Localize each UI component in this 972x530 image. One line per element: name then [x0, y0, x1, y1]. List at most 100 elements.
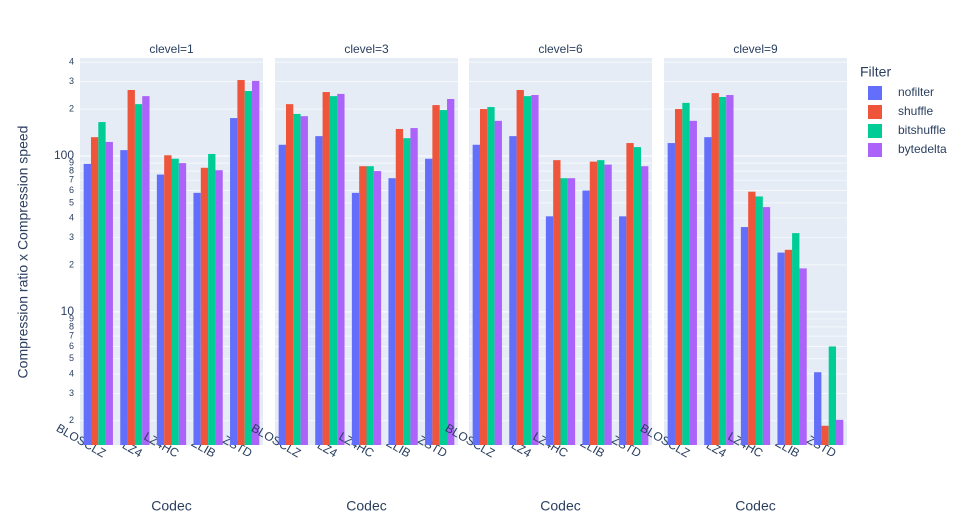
bar [300, 116, 308, 446]
bar [351, 192, 360, 445]
bar [626, 143, 634, 446]
y-tick-label: 4 [69, 212, 74, 222]
bar [425, 158, 433, 445]
y-tick-label: 6 [69, 185, 74, 195]
bar [90, 137, 99, 445]
bar [726, 95, 734, 445]
bar [718, 96, 727, 446]
bar [359, 166, 367, 445]
bar [597, 160, 605, 445]
y-tick-label: 2 [69, 103, 74, 113]
bar [83, 163, 91, 446]
legend-swatch [868, 124, 882, 138]
bar [156, 174, 165, 445]
bar [322, 92, 330, 445]
y-tick-label: 9 [69, 313, 74, 323]
bar [792, 233, 800, 445]
bar [777, 252, 785, 445]
x-axis-title: Codec [540, 498, 580, 514]
bar [337, 93, 345, 445]
x-axis-title: Codec [735, 498, 775, 514]
bar [215, 170, 223, 445]
bar [682, 102, 690, 445]
bar [689, 120, 697, 445]
bar [494, 120, 502, 445]
bar [388, 178, 396, 445]
bar [98, 122, 106, 446]
bar [120, 150, 128, 445]
x-axis-title: Codec [151, 498, 191, 514]
bar [784, 249, 793, 445]
bar [439, 110, 448, 445]
bar [164, 155, 172, 446]
bar [373, 171, 382, 445]
bar [799, 268, 807, 445]
bar [193, 192, 201, 445]
bar [836, 419, 844, 445]
bar [395, 128, 404, 446]
bar [619, 216, 627, 445]
bar [208, 153, 216, 445]
bar [178, 163, 187, 445]
bar [755, 196, 763, 445]
bar [516, 89, 524, 445]
bar [604, 164, 612, 446]
bar [171, 158, 179, 445]
x-axis-title: Codec [346, 498, 386, 514]
bar [814, 372, 822, 445]
bar [142, 96, 150, 445]
bar [711, 93, 719, 445]
legend-label: shuffle [898, 104, 933, 118]
bar [200, 167, 209, 446]
bar [828, 346, 837, 445]
y-tick-label: 3 [69, 388, 74, 398]
bar [567, 178, 576, 445]
bar [237, 80, 245, 445]
bar [582, 190, 590, 445]
facet-title: clevel=1 [149, 42, 194, 56]
facet-title: clevel=3 [344, 42, 389, 56]
bar [667, 143, 675, 446]
bar [472, 144, 480, 445]
bar [748, 191, 756, 445]
y-tick-label: 9 [69, 157, 74, 167]
legend-title: Filter [860, 64, 891, 80]
bar [230, 118, 238, 445]
y-tick-label: 8 [69, 165, 74, 175]
bar [509, 136, 517, 446]
bar [487, 107, 495, 446]
legend-swatch [868, 105, 882, 119]
y-tick-label: 8 [69, 321, 74, 331]
bar [589, 161, 598, 445]
bar [821, 425, 829, 445]
bar [403, 138, 411, 446]
bar [366, 166, 374, 445]
bar [740, 227, 749, 445]
y-tick-label: 5 [69, 197, 74, 207]
y-tick-label: 100 [54, 148, 74, 162]
bar [447, 98, 455, 445]
y-tick-label: 4 [69, 368, 74, 378]
y-axis-title: Compression ratio x Compression speed [15, 126, 31, 379]
legend-label: bitshuffle [898, 123, 946, 137]
bar [315, 136, 323, 446]
y-tick-label: 10 [61, 304, 75, 318]
bar [244, 91, 253, 445]
bar [278, 144, 286, 445]
bar [523, 96, 532, 445]
bar [410, 128, 418, 445]
legend-swatch [868, 86, 882, 100]
bar [432, 105, 440, 445]
bar [545, 216, 554, 445]
y-tick-label: 7 [69, 174, 74, 184]
legend-label: bytedelta [898, 142, 947, 156]
bar [134, 104, 143, 445]
y-tick-label: 4 [69, 56, 74, 66]
bar [560, 178, 568, 445]
bar [127, 89, 135, 445]
y-tick-label: 2 [69, 415, 74, 425]
y-tick-label: 7 [69, 330, 74, 340]
bar [641, 166, 649, 445]
y-tick-label: 3 [69, 232, 74, 242]
